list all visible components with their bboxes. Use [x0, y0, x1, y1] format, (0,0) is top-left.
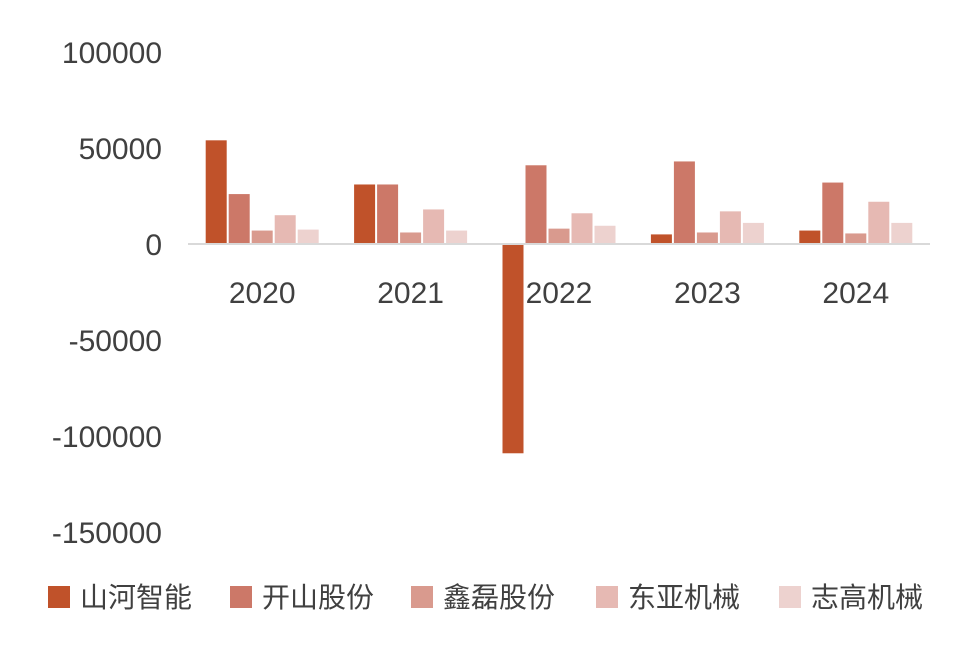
x-tick-label: 2022: [526, 277, 593, 310]
bar: [354, 184, 376, 244]
x-axis: 2020 2021 2022 2023 2024: [229, 277, 889, 310]
bar: [297, 229, 319, 244]
bar: [891, 222, 913, 244]
y-tick-label: -50000: [69, 325, 162, 358]
bar: [742, 222, 764, 244]
legend-label: 鑫磊股份: [443, 581, 555, 614]
bar: [594, 225, 616, 244]
x-tick-label: 2023: [674, 277, 741, 310]
y-tick-label: 100000: [62, 37, 162, 70]
bar: [571, 213, 593, 244]
x-tick-label: 2020: [229, 277, 296, 310]
bar: [446, 230, 468, 244]
legend-swatch: [779, 586, 801, 608]
legend-swatch: [596, 586, 618, 608]
bar: [548, 228, 570, 244]
legend-swatch: [230, 586, 252, 608]
bar: [696, 232, 718, 244]
legend-label: 东亚机械: [628, 581, 740, 614]
bar: [228, 194, 250, 244]
bar: [205, 140, 227, 244]
legend: 山河智能 开山股份 鑫磊股份 东亚机械 志高机械: [48, 581, 923, 614]
bar: [673, 161, 695, 244]
y-tick-label: 50000: [79, 133, 162, 166]
bar: [525, 165, 547, 244]
y-tick-label: -100000: [52, 421, 162, 454]
legend-swatch: [411, 586, 433, 608]
y-tick-label: -150000: [52, 517, 162, 550]
bar: [274, 215, 296, 244]
legend-swatch: [48, 586, 70, 608]
y-axis: 100000 50000 0 -50000 -100000 -150000: [52, 37, 162, 550]
bar: [400, 232, 422, 244]
bar: [423, 209, 445, 244]
x-tick-label: 2021: [377, 277, 444, 310]
bar-plot-area: [205, 140, 913, 454]
y-tick-label: 0: [145, 229, 162, 262]
bar: [502, 244, 524, 454]
bar: [868, 201, 890, 244]
bar: [845, 233, 867, 244]
bar: [377, 184, 399, 244]
bar: [799, 230, 821, 244]
bar: [650, 234, 672, 244]
x-tick-label: 2024: [822, 277, 889, 310]
legend-label: 山河智能: [80, 581, 192, 614]
bar: [822, 182, 844, 244]
legend-label: 志高机械: [811, 581, 923, 614]
bar: [251, 230, 273, 244]
legend-label: 开山股份: [262, 581, 374, 614]
bar: [719, 211, 741, 244]
